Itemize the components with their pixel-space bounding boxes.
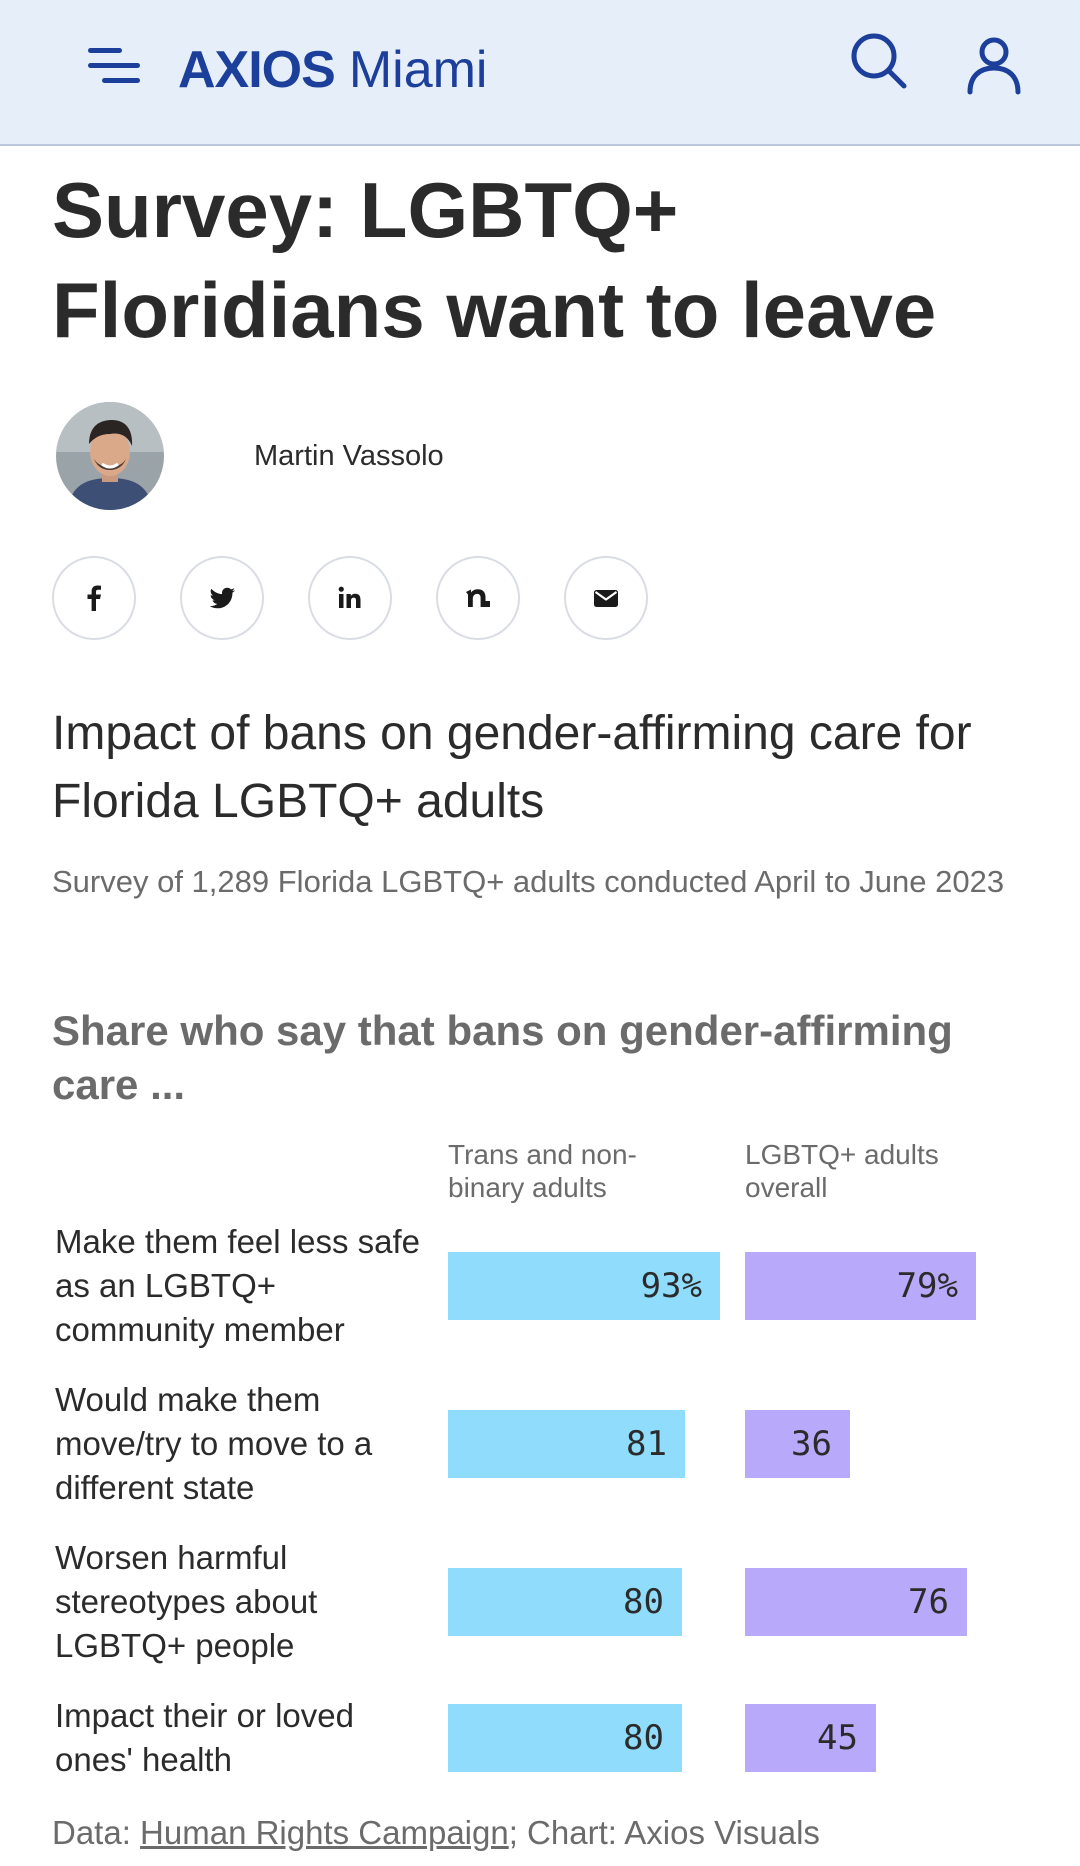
bar-value-label: 80 [623, 1582, 664, 1622]
category-label: Worsen harmful stereotypes about LGBTQ+ … [55, 1539, 318, 1664]
brand-axios: AXIOS [178, 41, 336, 99]
twitter-share-button[interactable] [180, 556, 264, 640]
category-label: Impact their or loved ones' health [55, 1697, 354, 1778]
search-icon[interactable] [848, 30, 910, 92]
email-icon [594, 590, 618, 607]
bar-series-2: 79% [745, 1252, 976, 1320]
facebook-share-button[interactable] [52, 556, 136, 640]
bar-value-label: 36 [791, 1424, 832, 1464]
article-headline: Survey: LGBTQ+ Floridians want to leave [52, 166, 937, 354]
bar-series-2: 76 [745, 1568, 967, 1636]
bar-series-2: 45 [745, 1704, 876, 1772]
chart-subtitle: Survey of 1,289 Florida LGBTQ+ adults co… [52, 864, 1005, 899]
author-name[interactable]: Martin Vassolo [254, 439, 444, 472]
linkedin-icon [338, 586, 361, 608]
site-header: AXIOS Miami [0, 0, 1080, 146]
bar-value-label: 81 [626, 1424, 667, 1464]
category-label: Would make them move/try to move to a di… [55, 1381, 373, 1506]
facebook-icon [87, 585, 101, 611]
byline: Martin Vassolo [56, 402, 444, 510]
column-header-2: LGBTQ+ adults overall [745, 1139, 939, 1203]
bar-value-label: 79% [896, 1266, 958, 1306]
hamburger-menu-icon[interactable] [88, 44, 140, 88]
chart-title: Impact of bans on gender-affirming care … [52, 707, 972, 828]
category-label: Make them feel less safe as an LGBTQ+ co… [55, 1223, 420, 1348]
chart-source: Data: Human Rights Campaign; Chart: Axio… [52, 1814, 820, 1852]
site-logo[interactable]: AXIOS Miami [178, 40, 488, 100]
linkedin-share-button[interactable] [308, 556, 392, 640]
bar-value-label: 45 [817, 1718, 858, 1758]
bar-series-1: 80 [448, 1704, 682, 1772]
column-header-1: Trans and non-binary adults [448, 1139, 637, 1203]
bar-series-2: 36 [745, 1410, 850, 1478]
source-suffix: ; Chart: Axios Visuals [508, 1814, 820, 1851]
source-prefix: Data: [52, 1814, 141, 1851]
share-buttons [52, 556, 648, 640]
newsletter-icon [466, 589, 490, 607]
chart-question: Share who say that bans on gender-affirm… [52, 1007, 953, 1108]
bar-value-label: 76 [908, 1582, 949, 1622]
author-avatar[interactable] [56, 402, 164, 510]
bar-value-label: 80 [623, 1718, 664, 1758]
newsletter-share-button[interactable] [436, 556, 520, 640]
brand-city: Miami [348, 41, 488, 99]
bar-series-1: 81 [448, 1410, 685, 1478]
bar-series-1: 80 [448, 1568, 682, 1636]
twitter-icon [209, 587, 235, 609]
email-share-button[interactable] [564, 556, 648, 640]
bar-value-label: 93% [640, 1266, 702, 1306]
bar-series-1: 93% [448, 1252, 720, 1320]
source-link[interactable]: Human Rights Campaign [140, 1814, 509, 1851]
user-icon[interactable] [964, 34, 1024, 96]
